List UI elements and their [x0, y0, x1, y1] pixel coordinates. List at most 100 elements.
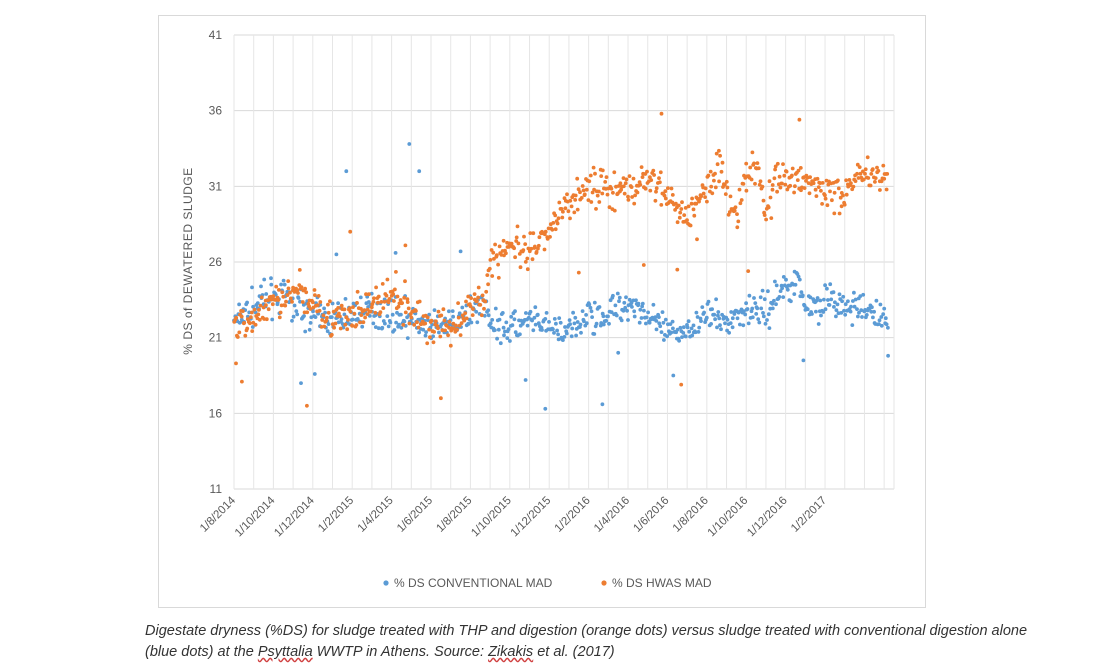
point-conventional [501, 325, 506, 330]
point-conventional [869, 309, 874, 314]
x-tick-label: 1/10/2016 [706, 495, 751, 540]
point-conventional [815, 296, 820, 300]
point-conventional [531, 328, 536, 333]
point-conventional [823, 307, 828, 312]
point-hwas [579, 196, 584, 200]
point-hwas [641, 263, 646, 267]
point-hwas [492, 257, 496, 261]
point-conventional [784, 277, 788, 282]
point-conventional [857, 310, 861, 315]
point-hwas [352, 311, 357, 316]
point-hwas [690, 196, 694, 201]
point-conventional [632, 314, 637, 319]
point-conventional [834, 308, 839, 312]
point-hwas [277, 288, 281, 292]
point-conventional [814, 309, 818, 314]
x-tick-label: 1/8/2016 [671, 495, 711, 535]
point-conventional [397, 322, 401, 327]
point-hwas [798, 166, 803, 170]
point-hwas [631, 176, 636, 181]
point-hwas [643, 186, 648, 191]
point-conventional [632, 309, 637, 314]
point-conventional [561, 338, 565, 342]
point-conventional [877, 318, 882, 323]
point-conventional [837, 292, 842, 297]
point-conventional [460, 305, 465, 310]
point-hwas [379, 300, 384, 304]
point-hwas [781, 162, 785, 167]
point-hwas [551, 221, 556, 225]
point-conventional [709, 322, 713, 326]
point-hwas [695, 237, 699, 242]
point-conventional [237, 320, 242, 325]
point-conventional [881, 312, 886, 316]
point-conventional [719, 327, 723, 332]
point-hwas [841, 193, 845, 198]
point-conventional [816, 322, 821, 326]
point-hwas [417, 299, 422, 304]
point-conventional [371, 321, 376, 326]
point-conventional [528, 309, 533, 314]
point-conventional [821, 310, 826, 314]
point-conventional [714, 297, 718, 302]
point-hwas [464, 316, 469, 321]
x-tick-label: 1/2/2016 [553, 495, 593, 535]
point-hwas [853, 179, 858, 184]
legend-label-hwas: % DS HWAS MAD [612, 576, 712, 590]
point-conventional [753, 301, 758, 305]
point-hwas [286, 279, 291, 283]
point-conventional [298, 299, 302, 304]
point-hwas [560, 215, 565, 220]
point-hwas [441, 307, 446, 312]
point-hwas [358, 320, 362, 325]
y-tick-label: 31 [209, 179, 223, 193]
point-hwas [619, 187, 623, 192]
point-hwas [555, 221, 560, 226]
point-hwas [884, 187, 889, 192]
point-conventional [290, 318, 294, 323]
point-conventional [657, 315, 661, 319]
point-hwas [676, 203, 681, 208]
point-hwas [425, 341, 430, 346]
point-hwas [266, 307, 271, 312]
point-conventional [647, 320, 652, 325]
point-hwas [536, 243, 541, 248]
point-conventional [563, 325, 567, 329]
x-tick-label: 1/12/2015 [509, 495, 554, 540]
point-conventional [380, 325, 385, 330]
point-hwas [796, 168, 801, 173]
point-conventional [754, 312, 759, 316]
point-hwas [451, 321, 456, 326]
data-points [232, 111, 890, 411]
point-conventional [427, 312, 432, 317]
point-conventional [614, 313, 619, 318]
point-conventional [299, 381, 303, 385]
point-hwas [605, 192, 610, 197]
point-hwas [434, 319, 438, 324]
point-conventional [799, 290, 804, 294]
point-conventional [282, 282, 287, 287]
point-hwas [658, 170, 663, 175]
point-hwas [266, 298, 271, 302]
point-conventional [638, 307, 643, 312]
point-hwas [580, 184, 585, 188]
point-hwas [325, 315, 329, 320]
point-hwas [629, 185, 634, 190]
point-conventional [879, 323, 884, 328]
point-hwas [432, 330, 436, 334]
point-hwas [594, 207, 598, 211]
point-hwas [403, 310, 408, 315]
point-hwas [648, 175, 652, 180]
point-hwas [566, 209, 571, 214]
point-hwas [400, 301, 404, 305]
point-hwas [348, 229, 353, 234]
point-hwas [354, 323, 359, 327]
point-hwas [355, 289, 360, 294]
point-hwas [762, 213, 767, 218]
point-hwas [735, 225, 740, 230]
point-hwas [713, 171, 717, 176]
point-conventional [757, 320, 762, 325]
point-conventional [555, 328, 559, 333]
point-hwas [752, 161, 756, 166]
